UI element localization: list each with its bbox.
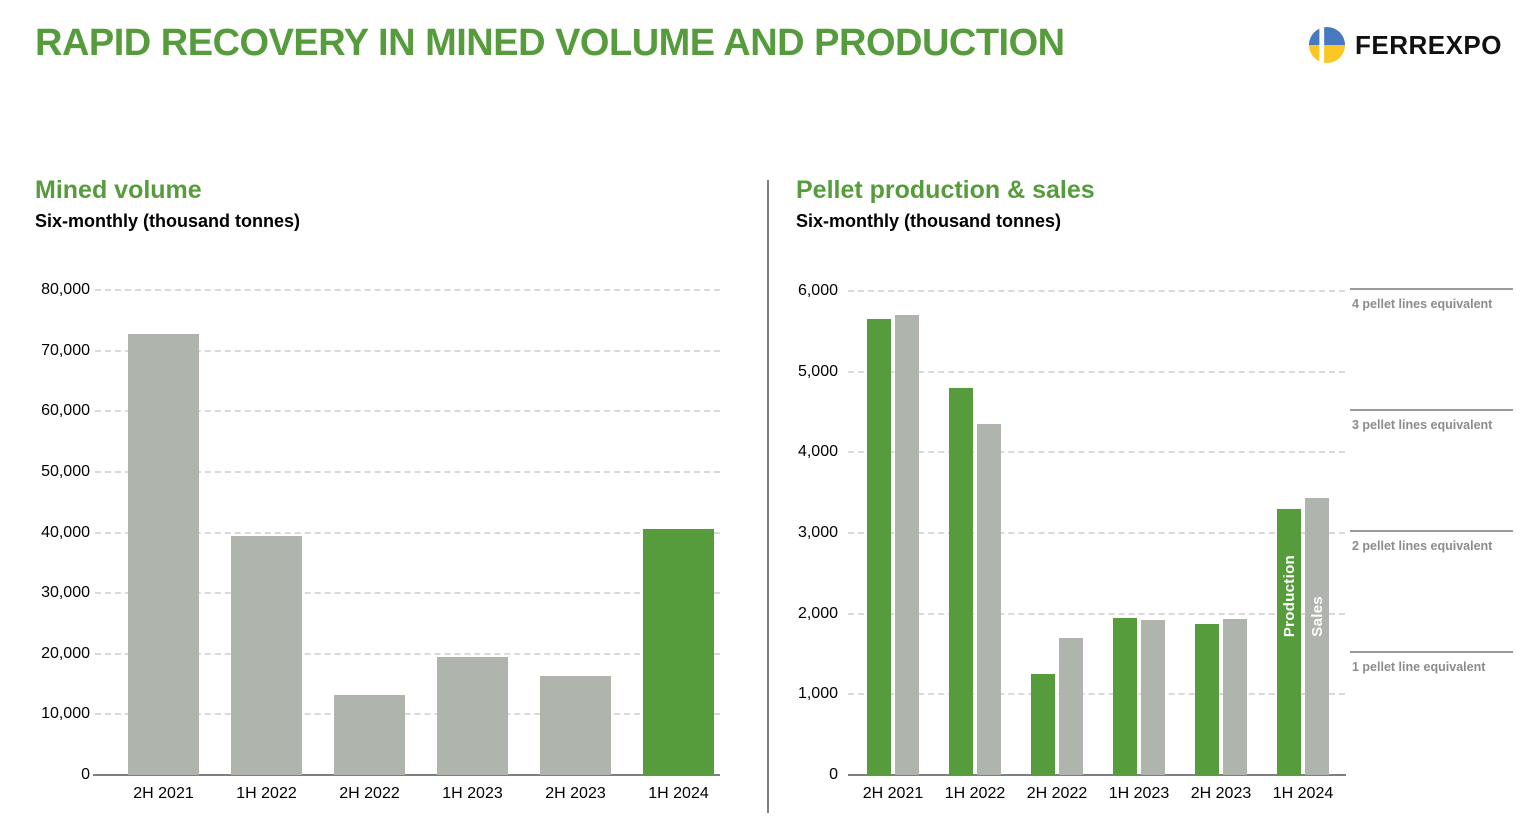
y-tick-label: 6,000 [797,282,838,299]
ferrexpo-logo: FERREXPO [1308,26,1502,64]
bar-1h-2023-production [1113,617,1137,775]
x-tick-label: 1H 2023 [442,785,503,802]
bar-2h-2021 [128,334,199,775]
left-chart-title: Mined volume [35,176,202,204]
bar-1h-2024 [643,528,714,775]
gridline [95,652,720,655]
pellet-line-label: 4 pellet lines equivalent [1352,297,1493,311]
bar-series-label-box: Sales [1305,337,1329,637]
gridline [848,290,1345,292]
pellet-line-marker [1350,651,1513,653]
panel-divider [767,180,769,813]
bar-1h-2022-production [949,387,973,775]
ferrexpo-logo-icon [1308,26,1346,64]
gridline [95,592,720,595]
gridline [848,451,1345,454]
bar-1h-2022 [231,536,302,775]
production-bar-label: Production [1280,554,1298,637]
x-tick-label: 1H 2022 [944,785,1006,802]
bar-2h-2021-production [867,319,891,775]
gridline [95,349,720,352]
bar-2h-2023-sales [1223,619,1247,775]
bar-2h-2023-production [1195,624,1219,775]
y-tick-label: 50,000 [41,462,90,480]
bar-2h-2023 [540,675,611,775]
x-tick-label: 2H 2022 [1026,785,1088,802]
bar-2h-2021-sales [895,315,919,775]
x-tick-label: 2H 2022 [339,785,400,802]
x-tick-label: 1H 2024 [648,785,709,802]
y-tick-label: 70,000 [41,341,90,359]
right-chart-subtitle: Six-monthly (thousand tonnes) [796,211,1061,231]
y-tick-label: 60,000 [41,402,90,420]
x-tick-label: 2H 2021 [133,785,194,802]
gridline [848,693,1345,696]
y-tick-label: 2,000 [797,604,838,622]
x-tick-label: 1H 2024 [1272,785,1334,802]
gridline [848,370,1345,373]
bar-2h-2022-production [1031,674,1055,775]
gridline [95,713,720,716]
bar-2h-2022-sales [1059,637,1083,775]
gridline [95,531,720,534]
gridline [95,470,720,473]
y-tick-label: 5,000 [797,362,838,380]
pellet-line-label: 2 pellet lines equivalent [1352,539,1493,553]
y-tick-label: 40,000 [41,523,90,541]
x-tick-label: 2H 2021 [862,785,924,802]
gridline [848,532,1345,534]
x-tick-label: 2H 2023 [1190,785,1252,802]
sales-bar-label: Sales [1308,596,1326,637]
x-tick-label: 2H 2023 [545,785,606,802]
y-tick-label: 80,000 [41,281,90,298]
ferrexpo-logo-text: FERREXPO [1354,29,1502,60]
pellet-line-label: 1 pellet line equivalent [1352,660,1486,674]
bar-1h-2022-sales [977,424,1001,775]
pellet-line-label: 3 pellet lines equivalent [1352,418,1493,432]
x-tick-label: 1H 2023 [1108,785,1170,802]
gridline [95,289,720,291]
x-tick-label: 1H 2022 [236,785,297,802]
y-tick-label: 20,000 [41,644,90,662]
bar-1h-2023 [437,657,508,775]
right-chart-title: Pellet production & sales [796,176,1095,204]
pellet-line-marker [1350,530,1513,532]
page-title: RAPID RECOVERY IN MINED VOLUME AND PRODU… [35,22,1065,64]
pellet-line-marker [1350,288,1513,290]
x-axis-line [848,774,1346,776]
y-tick-label: 10,000 [41,705,90,723]
gridline [848,612,1345,615]
bar-2h-2022 [334,694,405,775]
y-tick-label: 3,000 [797,524,838,541]
x-axis-line [93,774,720,776]
bar-1h-2024-production [1277,508,1301,775]
y-tick-label: 0 [81,766,90,783]
y-tick-label: 4,000 [797,443,838,461]
gridline [95,410,720,413]
bar-1h-2023-sales [1141,620,1165,775]
bar-series-label-box: Production [1277,337,1301,637]
y-tick-label: 1,000 [797,685,838,703]
y-tick-label: 30,000 [41,584,90,602]
left-chart-subtitle: Six-monthly (thousand tonnes) [35,211,300,231]
bar-1h-2024-sales [1305,498,1329,775]
y-tick-label: 0 [829,766,838,783]
pellet-line-marker [1350,409,1513,411]
